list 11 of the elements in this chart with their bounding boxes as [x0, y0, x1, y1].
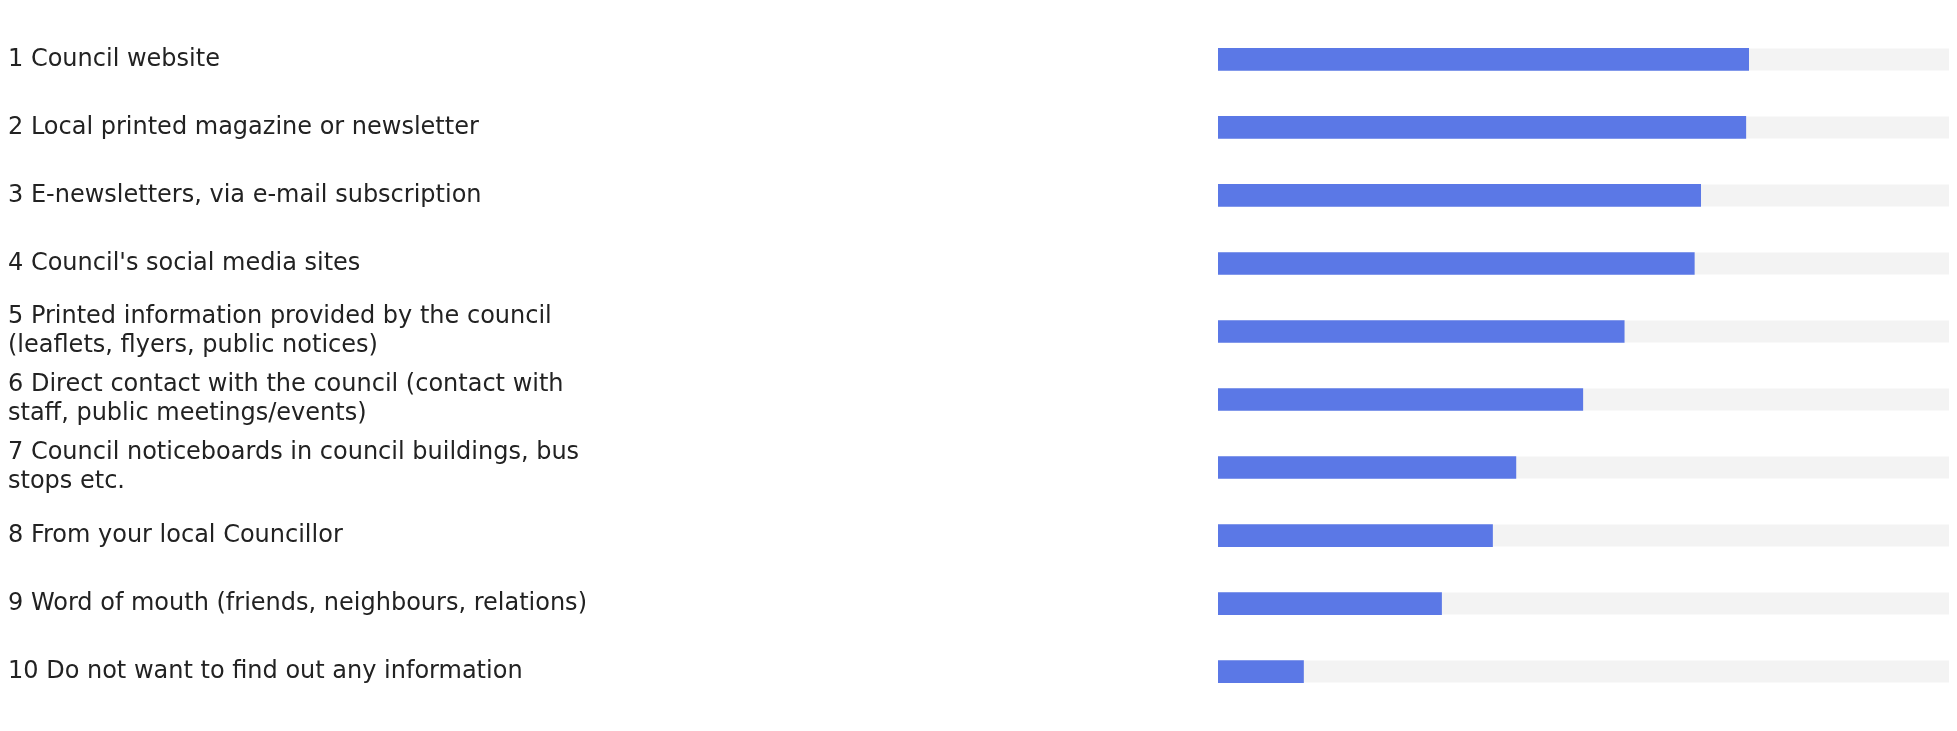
- y-tick-label: 9 Word of mouth (friends, neighbours, relations): [8, 587, 587, 616]
- y-tick-label: 10 Do not want to find out any information: [8, 655, 523, 684]
- y-tick-label: 5 Printed information provided by the council (leaflets, flyers, public notices): [8, 301, 552, 359]
- bar: [1218, 660, 1304, 683]
- y-tick-label: 2 Local printed magazine or newsletter: [8, 111, 479, 140]
- y-tick-label: 7 Council noticeboards in council buildings, bus stops etc.: [8, 437, 580, 495]
- y-tick-label: 6 Direct contact with the council (contact with staff, public meetings/events): [8, 369, 564, 427]
- y-tick-label: 1 Council website: [8, 43, 220, 72]
- y-tick-label: 3 E-newsletters, via e-mail subscription: [8, 179, 482, 208]
- y-tick-label: 8 From your local Councillor: [8, 519, 343, 548]
- y-tick-label: 4 Council's social media sites: [8, 247, 361, 276]
